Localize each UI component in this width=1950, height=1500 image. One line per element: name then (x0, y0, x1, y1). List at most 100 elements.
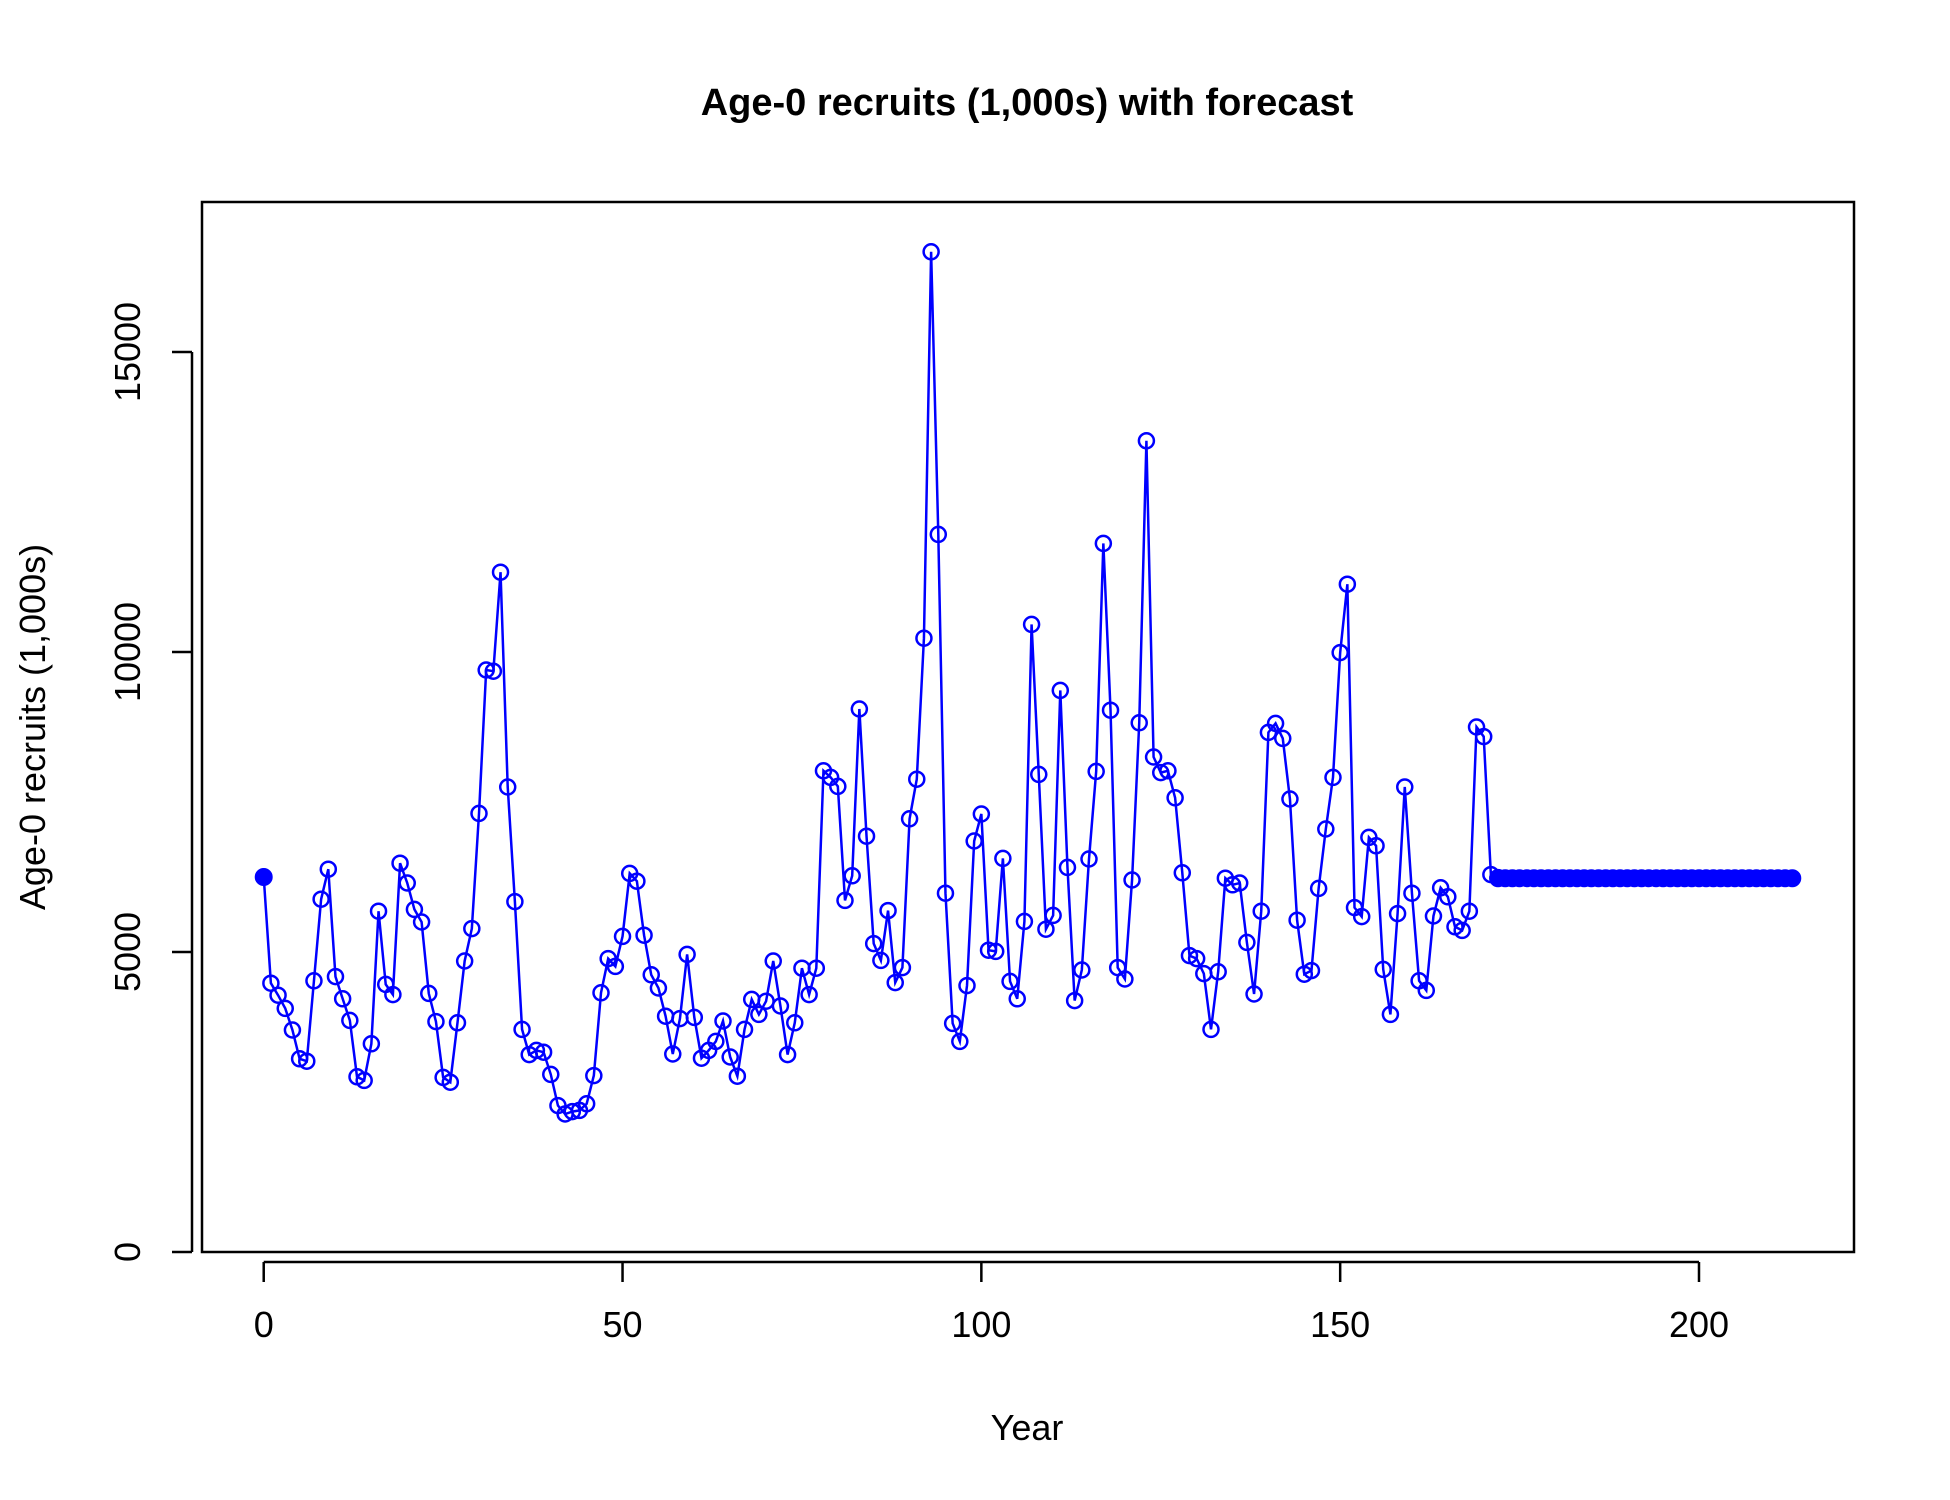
data-point (484, 662, 503, 680)
data-point (362, 1035, 381, 1053)
data-point (1080, 850, 1098, 868)
data-point (513, 1020, 531, 1039)
data-point (649, 979, 668, 997)
data-point (664, 1045, 682, 1063)
data-point (276, 999, 294, 1018)
data-point (886, 973, 904, 992)
data-point (1223, 876, 1242, 894)
data-point (534, 1043, 553, 1061)
y-axis: 0 5000 10000 15000 (107, 302, 194, 1262)
data-point (477, 661, 495, 679)
data-point (800, 985, 818, 1004)
data-point (843, 867, 861, 885)
data-point (319, 860, 338, 878)
data-point (1245, 985, 1263, 1003)
data-point (915, 629, 933, 647)
data-point (326, 967, 345, 986)
data-point (1474, 727, 1493, 746)
data-point (628, 872, 646, 890)
data-point (613, 927, 632, 946)
data-point (333, 990, 352, 1008)
data-point (929, 525, 948, 544)
data-point (1037, 920, 1055, 938)
data-point (1030, 765, 1048, 784)
data-point (1173, 864, 1192, 882)
data-point (829, 777, 847, 796)
data-point (1015, 912, 1034, 931)
data-point (1008, 990, 1026, 1008)
data-point (1367, 837, 1385, 855)
data-point (355, 1071, 373, 1090)
highlight-point (254, 868, 273, 886)
data-point (1424, 907, 1443, 925)
data-point (298, 1052, 316, 1070)
data-point (341, 1011, 359, 1030)
chart-title: Age-0 recruits (1,000s) with forecast (701, 82, 1354, 124)
data-point (771, 997, 790, 1015)
data-point (269, 986, 287, 1004)
data-point (577, 1095, 596, 1113)
data-point (1331, 643, 1349, 662)
data-point (994, 849, 1012, 868)
data-point (1209, 963, 1227, 981)
data-point (836, 891, 854, 910)
data-point (312, 890, 330, 908)
plot-frame (200, 200, 1856, 1254)
series-layer (254, 243, 1802, 1123)
data-point (606, 957, 625, 976)
data-point (498, 778, 517, 796)
data-point (305, 972, 323, 990)
data-point (420, 984, 438, 1003)
data-point (951, 1032, 969, 1051)
data-point (965, 832, 983, 850)
data-point (1302, 961, 1321, 980)
data-point (850, 700, 869, 718)
data-point (635, 926, 653, 944)
data-point (1166, 789, 1184, 807)
data-point (922, 243, 940, 261)
data-point (1152, 763, 1170, 782)
data-point (470, 804, 488, 823)
x-tick-label: 0 (254, 1304, 274, 1345)
y-tick-label: 5000 (107, 912, 148, 992)
data-point (1123, 871, 1141, 889)
data-point (1317, 820, 1335, 838)
data-point (958, 976, 976, 995)
data-point (290, 1050, 309, 1068)
data-point (872, 951, 890, 970)
data-point (893, 958, 912, 977)
data-point (1202, 1020, 1220, 1039)
y-axis-label: Age-0 recruits (1,000s) (12, 544, 53, 910)
data-point (405, 900, 424, 919)
data-point (864, 934, 883, 953)
data-point (1022, 615, 1041, 634)
data-point (506, 892, 524, 911)
data-point (1238, 933, 1256, 952)
data-point (592, 984, 610, 1002)
data-point (1417, 981, 1436, 1000)
data-point (283, 1021, 302, 1039)
data-point (491, 563, 510, 581)
data-point (735, 1020, 754, 1039)
data-point (1453, 921, 1471, 940)
y-tick-label: 0 (107, 1242, 148, 1262)
y-tick-label: 15000 (107, 302, 148, 402)
data-point (1460, 902, 1479, 920)
data-point (908, 770, 926, 788)
x-tick-label: 50 (603, 1304, 643, 1345)
data-point (1144, 748, 1163, 766)
data-point (1439, 888, 1457, 906)
data-point (1381, 1005, 1400, 1024)
data-point (1058, 858, 1077, 877)
data-point (685, 1008, 704, 1027)
data-point (857, 827, 876, 845)
data-point (721, 1048, 739, 1066)
data-point (463, 919, 481, 938)
data-point (707, 1032, 725, 1051)
data-point (1001, 972, 1019, 991)
data-point (412, 913, 431, 931)
data-point (1065, 991, 1084, 1010)
data-point (1388, 904, 1407, 923)
data-point (1252, 902, 1270, 920)
